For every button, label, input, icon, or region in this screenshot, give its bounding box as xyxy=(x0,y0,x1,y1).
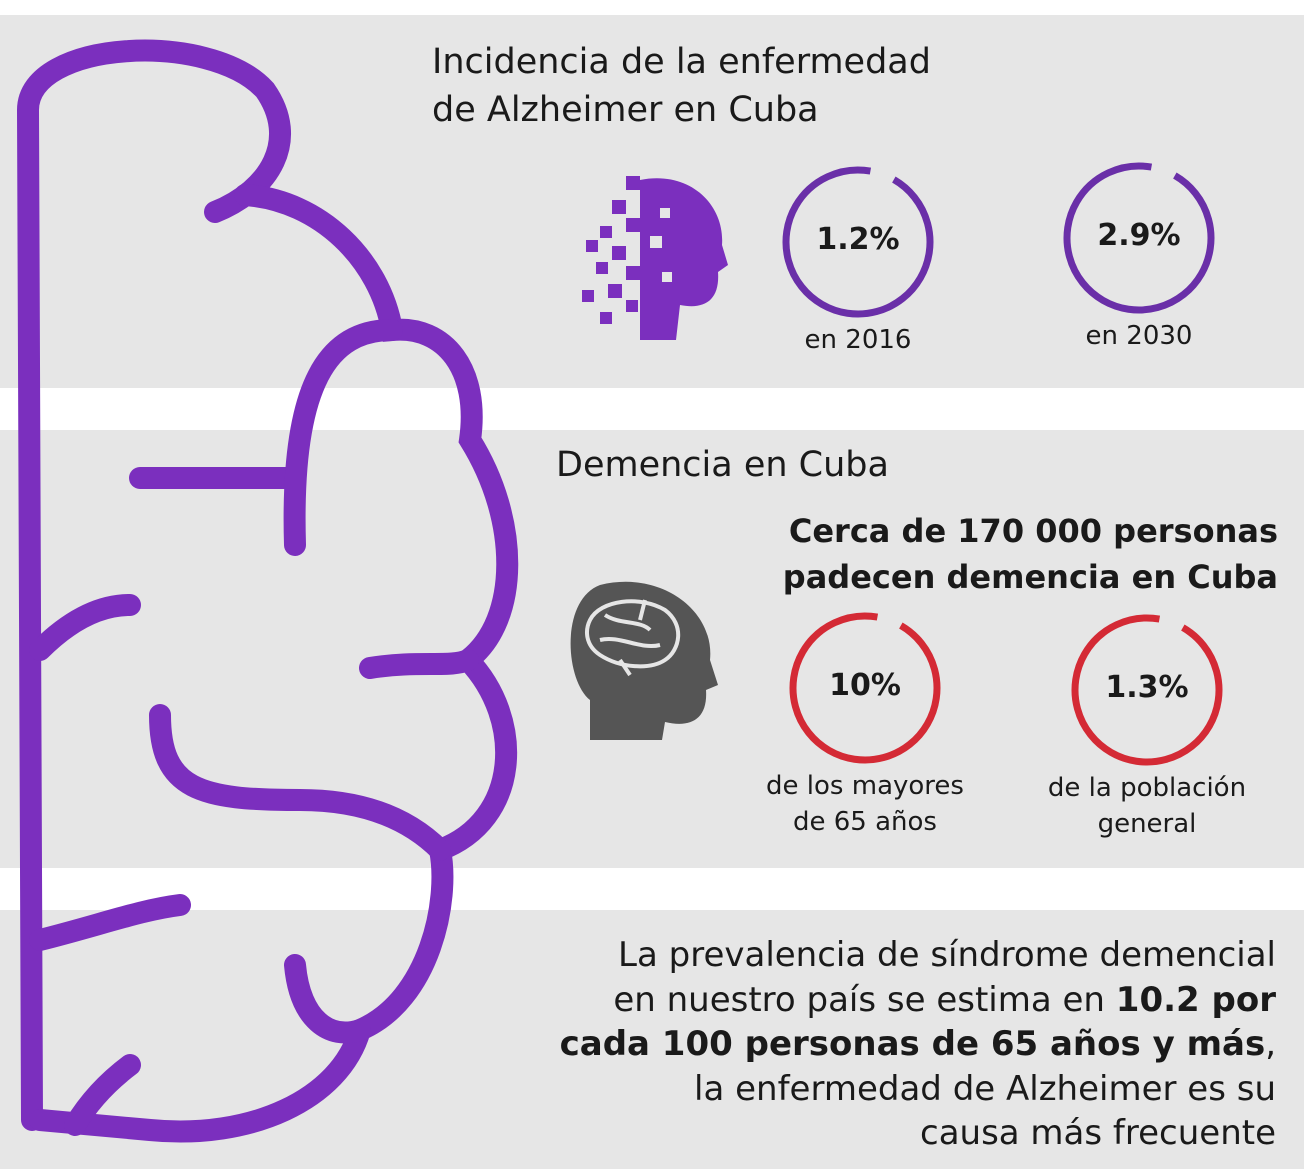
paragraph-line: la enfermedad de Alzheimer es su xyxy=(694,1072,1276,1106)
stat-value: 1.3% xyxy=(1067,673,1227,703)
text-run: La prevalencia de síndrome demencial xyxy=(618,935,1276,975)
paragraph-line: cada 100 personas de 65 años y más, xyxy=(560,1027,1276,1061)
paragraph-line: La prevalencia de síndrome demencial xyxy=(618,938,1276,972)
section-title: de Alzheimer en Cuba xyxy=(432,93,819,128)
text-run: causa más frecuente xyxy=(920,1113,1276,1153)
brain-head-icon xyxy=(571,582,718,740)
text-run: cada 100 personas de 65 años y más xyxy=(560,1024,1266,1064)
text-run: en nuestro país se estima en xyxy=(613,980,1115,1020)
text-run: , xyxy=(1265,1024,1276,1064)
paragraph-line: en nuestro país se estima en 10.2 por xyxy=(613,983,1276,1017)
text-run: 10.2 por xyxy=(1116,980,1276,1020)
stat-value: 10% xyxy=(785,671,945,701)
stat-label: de la población xyxy=(1017,775,1277,801)
headline: Cerca de 170 000 personas xyxy=(789,515,1278,547)
pixel-head-icon xyxy=(582,176,728,340)
stat-label: de los mayores xyxy=(735,773,995,799)
stat-value: 1.2% xyxy=(778,225,938,255)
headline: padecen demencia en Cuba xyxy=(783,561,1278,593)
text-run: la enfermedad de Alzheimer es su xyxy=(694,1069,1276,1109)
stat-label: en 2030 xyxy=(1009,323,1269,349)
section-title: Incidencia de la enfermedad xyxy=(432,45,931,80)
section-title: Demencia en Cuba xyxy=(556,448,889,483)
stat-value: 2.9% xyxy=(1059,221,1219,251)
infographic: Incidencia de la enfermedad de Alzheimer … xyxy=(0,0,1304,1169)
brain-outline xyxy=(28,51,507,1132)
stat-label: en 2016 xyxy=(728,327,988,353)
stat-label: general xyxy=(1017,811,1277,837)
stat-label: de 65 años xyxy=(735,809,995,835)
paragraph-line: causa más frecuente xyxy=(920,1116,1276,1150)
